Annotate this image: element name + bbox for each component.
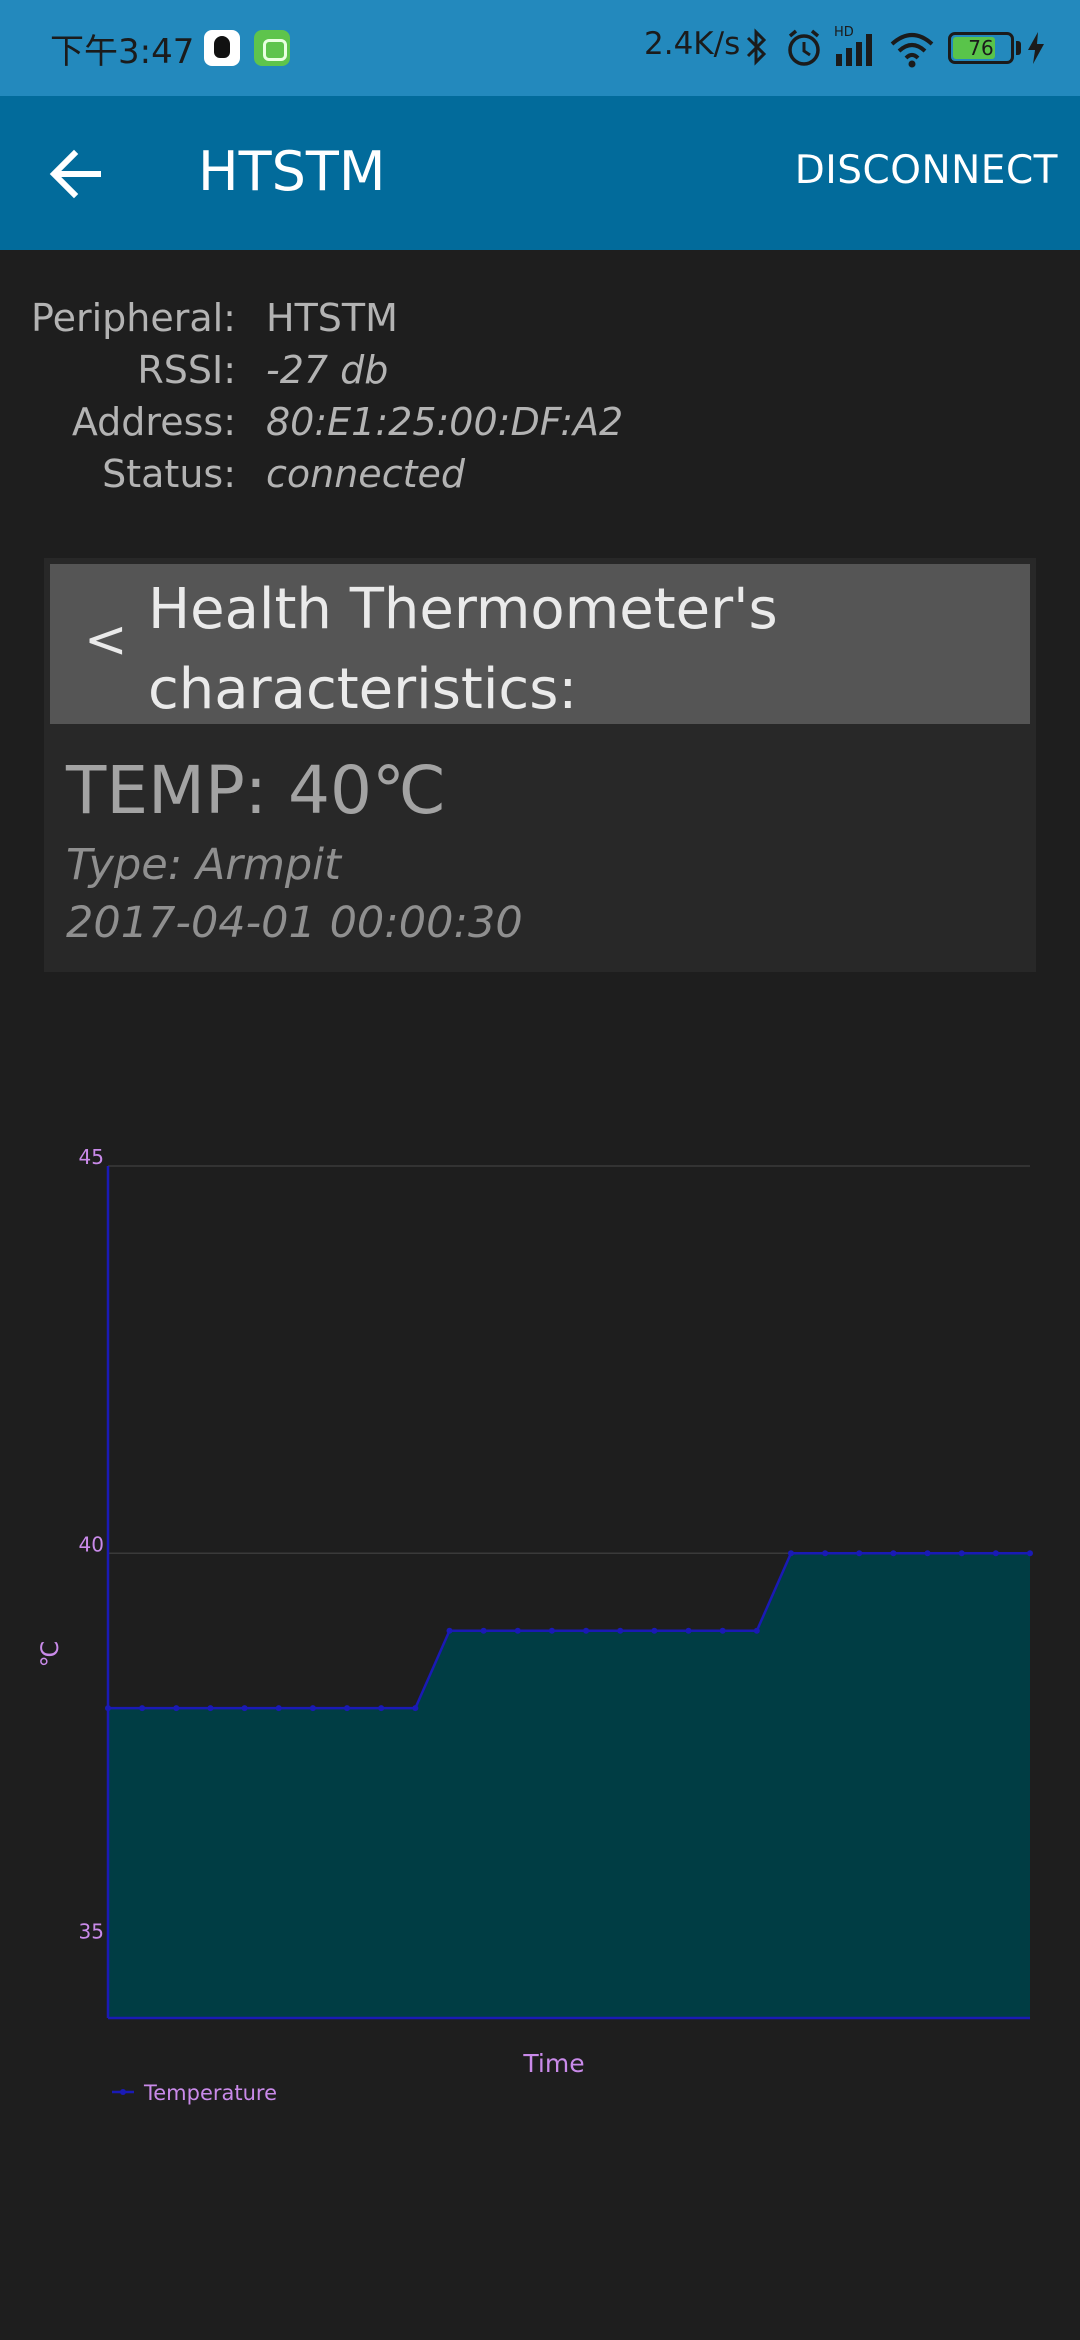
page-title: HTSTM (198, 140, 386, 203)
data-point (548, 1627, 555, 1634)
data-point (412, 1705, 419, 1712)
status-bar: 下午3:47 2.4K/s HD 76 (0, 0, 1080, 96)
temperature-chart: 35 40 45 ℃ Time Temperature (36, 1145, 1033, 2105)
temperature-points (105, 1550, 1033, 1712)
data-point (685, 1627, 692, 1634)
bluetooth-icon (746, 28, 767, 66)
collapse-chevron-icon: < (84, 610, 128, 670)
temperature-line (108, 1552, 1030, 1710)
data-point (958, 1550, 965, 1557)
data-point (992, 1550, 999, 1557)
data-point (651, 1627, 658, 1634)
temperature-value: TEMP: 40℃ (66, 752, 447, 829)
data-point (583, 1627, 590, 1634)
status-time: 下午3:47 (50, 32, 195, 72)
disconnect-button[interactable]: DISCONNECT (794, 148, 1058, 193)
status-value: connected (266, 452, 465, 496)
rssi-value: -27 db (266, 348, 389, 392)
peripheral-value: HTSTM (266, 296, 398, 340)
address-label: Address: (71, 400, 236, 444)
legend-temperature: Temperature (143, 2081, 277, 2105)
android-app-icon (254, 30, 290, 66)
arrow-left-icon (49, 149, 101, 199)
peripheral-row: Peripheral: HTSTM (0, 296, 1080, 346)
rssi-label: RSSI: (137, 348, 236, 392)
status-row: Status: connected (0, 452, 1080, 502)
data-point (344, 1705, 351, 1712)
characteristic-title: Health Thermometer's characteristics: (148, 577, 778, 722)
address-row: Address: 80:E1:25:00:DF:A2 (0, 400, 1080, 450)
address-value: 80:E1:25:00:DF:A2 (266, 400, 624, 444)
y-axis-label: ℃ (36, 1641, 64, 1668)
data-point (617, 1627, 624, 1634)
battery-tip (1016, 41, 1021, 55)
hd-signal-icon: HD (834, 25, 872, 66)
battery-fill (953, 37, 995, 59)
y-tick-labels: 35 40 45 (79, 1145, 104, 1944)
battery-level: 76 (968, 36, 994, 60)
data-point (1027, 1550, 1033, 1557)
data-point (139, 1705, 146, 1712)
data-point (446, 1627, 453, 1634)
app-bar: HTSTM DISCONNECT (0, 96, 1080, 250)
y-tick-label: 45 (79, 1145, 104, 1169)
data-point (378, 1705, 385, 1712)
data-point (173, 1705, 180, 1712)
characteristic-card: < Health Thermometer's characteristics: … (44, 558, 1036, 972)
data-point (514, 1627, 521, 1634)
network-speed: 2.4K/s (644, 26, 741, 62)
data-point (787, 1550, 794, 1557)
svg-text:HD: HD (834, 25, 854, 40)
data-point (719, 1627, 726, 1634)
data-point (309, 1705, 316, 1712)
alarm-icon (788, 29, 820, 66)
data-point (924, 1550, 931, 1557)
data-point (275, 1705, 282, 1712)
x-axis-label: Time (522, 2049, 584, 2078)
qq-icon (204, 30, 240, 66)
charging-icon (1028, 32, 1044, 64)
legend-dot (120, 2089, 126, 2095)
y-tick-label: 40 (79, 1532, 104, 1556)
battery-icon: 76 (948, 32, 1014, 64)
temperature-area (108, 1553, 1030, 2018)
temperature-timestamp: 2017-04-01 00:00:30 (66, 898, 523, 948)
characteristic-header[interactable]: < Health Thermometer's characteristics: (50, 564, 1030, 724)
rssi-row: RSSI: -27 db (0, 348, 1080, 398)
data-point (890, 1550, 897, 1557)
temperature-type: Type: Armpit (66, 840, 341, 890)
chart-legend: Temperature (112, 2081, 277, 2105)
wifi-icon (890, 33, 934, 68)
peripheral-label: Peripheral: (31, 296, 236, 340)
data-point (241, 1705, 248, 1712)
y-tick-label: 35 (79, 1920, 104, 1944)
data-point (856, 1550, 863, 1557)
data-point (753, 1627, 760, 1634)
status-label: Status: (102, 452, 236, 496)
back-button[interactable] (38, 136, 118, 212)
data-point (207, 1705, 214, 1712)
data-point (480, 1627, 487, 1634)
data-point (822, 1550, 829, 1557)
